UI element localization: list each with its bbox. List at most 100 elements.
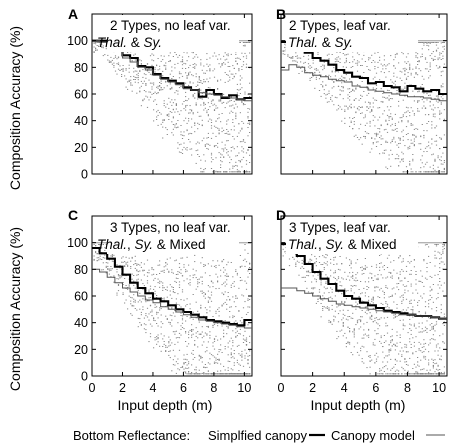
sample-dot bbox=[328, 101, 330, 103]
sample-dot bbox=[128, 67, 130, 69]
sample-dot bbox=[93, 244, 95, 245]
sample-dot bbox=[239, 354, 241, 356]
sample-dot bbox=[423, 171, 425, 173]
sample-dot bbox=[110, 60, 112, 62]
panel-letter: A bbox=[68, 6, 78, 22]
sample-dot bbox=[134, 301, 136, 303]
sample-dot bbox=[394, 293, 396, 295]
sample-dot bbox=[206, 143, 208, 145]
sample-dot bbox=[142, 270, 144, 272]
sample-dot bbox=[413, 323, 415, 325]
sample-dot bbox=[420, 331, 422, 333]
sample-dot bbox=[440, 86, 442, 88]
sample-dot bbox=[142, 298, 144, 300]
sample-dot bbox=[353, 292, 355, 294]
sample-dot bbox=[128, 71, 130, 73]
sample-dot bbox=[168, 270, 170, 272]
sample-dot bbox=[153, 93, 155, 94]
sample-dot bbox=[233, 165, 235, 167]
sample-dot bbox=[207, 65, 209, 67]
sample-dot bbox=[386, 106, 389, 108]
sample-dot bbox=[350, 263, 352, 265]
sample-dot bbox=[399, 273, 401, 275]
sample-dot bbox=[166, 115, 168, 117]
sample-dot bbox=[102, 47, 104, 49]
sample-dot bbox=[178, 71, 181, 73]
sample-dot bbox=[180, 110, 182, 112]
sample-dot bbox=[121, 68, 123, 70]
sample-dot bbox=[439, 335, 441, 337]
sample-dot bbox=[426, 278, 428, 280]
sample-dot bbox=[145, 95, 147, 97]
sample-dot bbox=[295, 56, 297, 57]
sample-dot bbox=[194, 131, 196, 133]
sample-dot bbox=[203, 79, 205, 81]
sample-dot bbox=[442, 58, 444, 60]
sample-dot bbox=[238, 89, 240, 91]
sample-dot bbox=[391, 118, 393, 120]
sample-dot bbox=[432, 104, 434, 106]
sample-dot bbox=[405, 364, 408, 365]
sample-dot bbox=[247, 359, 249, 360]
sample-dot bbox=[396, 345, 398, 347]
sample-dot bbox=[337, 71, 340, 73]
sample-dot bbox=[355, 134, 357, 136]
sample-dot bbox=[418, 90, 420, 92]
sample-dot bbox=[339, 51, 341, 53]
sample-dot bbox=[412, 352, 414, 354]
sample-dot bbox=[223, 171, 225, 173]
sample-dot bbox=[431, 127, 433, 129]
sample-dot bbox=[386, 368, 389, 370]
sample-dot bbox=[217, 280, 219, 282]
sample-dot bbox=[142, 76, 144, 78]
sample-dot bbox=[236, 63, 238, 64]
x-tick-label: 6 bbox=[180, 381, 187, 395]
sample-dot bbox=[434, 257, 436, 259]
sample-dot bbox=[166, 286, 168, 288]
sample-dot bbox=[415, 366, 417, 368]
title-box bbox=[286, 217, 418, 254]
sample-dot bbox=[388, 307, 390, 309]
sample-dot bbox=[209, 373, 211, 375]
sample-dot bbox=[241, 159, 243, 161]
sample-dot bbox=[107, 265, 109, 267]
sample-dot bbox=[197, 56, 199, 58]
sample-dot bbox=[232, 171, 234, 173]
sample-dot bbox=[394, 316, 396, 318]
sample-dot bbox=[312, 292, 314, 294]
sample-dot bbox=[134, 263, 136, 264]
sample-dot bbox=[229, 162, 231, 164]
sample-dot bbox=[185, 341, 187, 342]
sample-dot bbox=[181, 315, 184, 317]
sample-dot bbox=[197, 310, 199, 312]
sample-dot bbox=[326, 101, 328, 103]
sample-dot bbox=[230, 354, 232, 356]
sample-dot bbox=[361, 300, 363, 302]
sample-dot bbox=[188, 361, 190, 363]
sample-dot bbox=[230, 110, 232, 112]
sample-dot bbox=[185, 358, 187, 360]
sample-dot bbox=[192, 112, 194, 114]
sample-dot bbox=[409, 63, 411, 65]
sample-dot bbox=[201, 93, 203, 94]
sample-dot bbox=[146, 259, 149, 261]
sample-dot bbox=[204, 160, 206, 162]
sample-dot bbox=[418, 311, 420, 313]
sample-dot bbox=[404, 277, 406, 279]
sample-dot bbox=[398, 278, 400, 280]
sample-dot bbox=[349, 99, 351, 101]
sample-dot bbox=[404, 73, 406, 75]
sample-dot bbox=[325, 281, 327, 283]
sample-dot bbox=[350, 66, 352, 68]
sample-dot bbox=[154, 71, 156, 73]
sample-dot bbox=[334, 70, 336, 72]
sample-dot bbox=[247, 150, 249, 151]
sample-dot bbox=[206, 373, 208, 375]
sample-dot bbox=[239, 79, 241, 81]
sample-dot bbox=[331, 291, 333, 293]
sample-dot bbox=[300, 267, 302, 269]
sample-dot bbox=[434, 350, 436, 352]
sample-dot bbox=[133, 305, 135, 307]
sample-dot bbox=[166, 346, 168, 348]
sample-dot bbox=[355, 305, 357, 307]
